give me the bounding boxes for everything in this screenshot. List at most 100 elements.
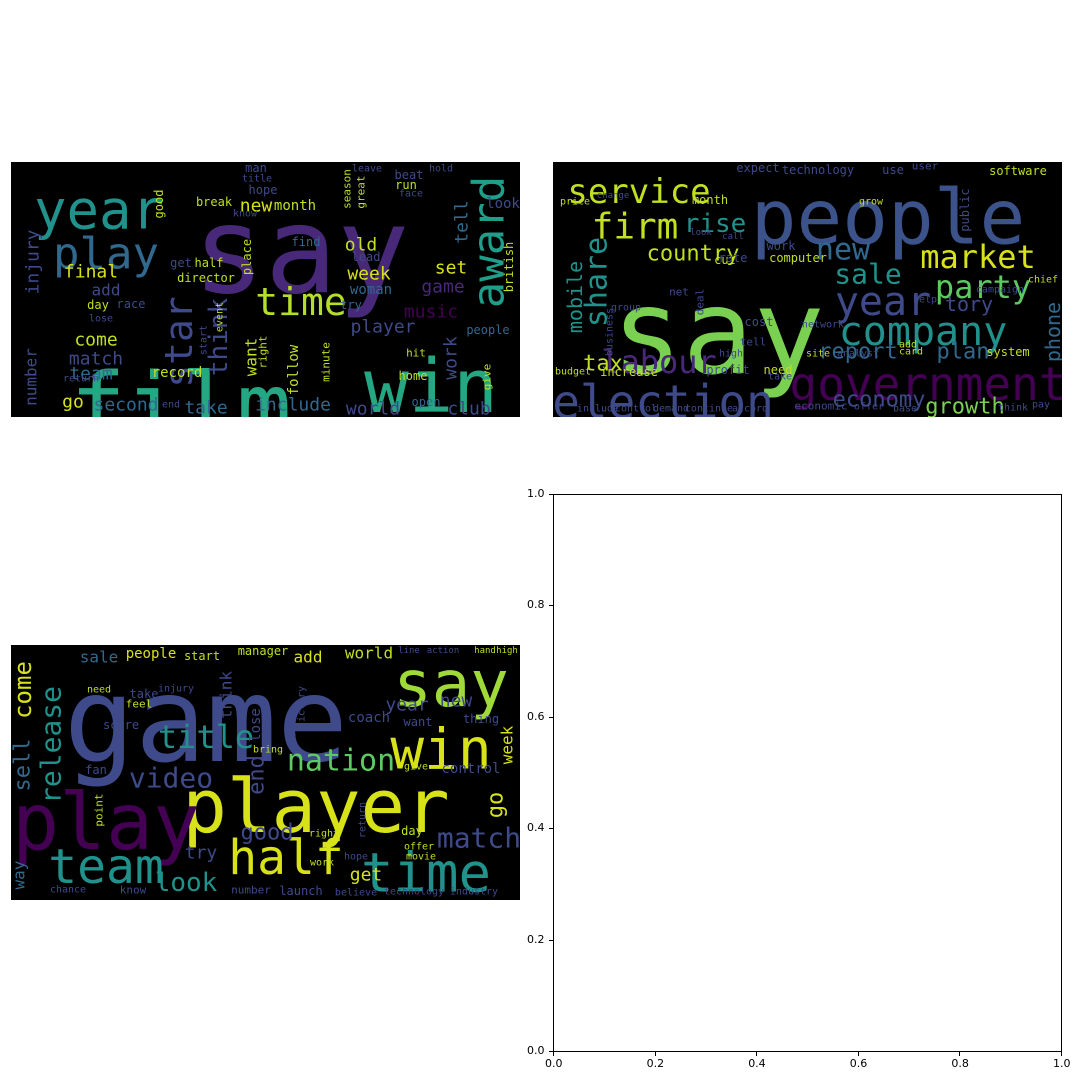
word-cost: cost bbox=[745, 315, 774, 329]
word-phone: phone bbox=[1041, 302, 1062, 362]
word-injury: injury bbox=[23, 229, 44, 294]
x-tick-label: 0.2 bbox=[646, 1057, 665, 1070]
word-score: score bbox=[103, 718, 139, 732]
y-tick-label: 0.2 bbox=[527, 932, 545, 946]
word-people: people bbox=[126, 646, 177, 662]
word-play: play bbox=[53, 229, 159, 280]
word-tory: tory bbox=[945, 292, 993, 316]
word-election: election bbox=[553, 375, 774, 417]
y-tick-mark bbox=[549, 828, 553, 830]
word-take: take bbox=[130, 687, 159, 701]
y-tick-label: 0.6 bbox=[527, 709, 545, 723]
word-people: people bbox=[751, 173, 1026, 262]
word-growth: growth bbox=[925, 395, 1004, 418]
word-want: want bbox=[242, 338, 261, 377]
word-accord: accord bbox=[732, 404, 768, 415]
x-tick-mark bbox=[553, 1052, 554, 1056]
word-match: match bbox=[437, 822, 520, 855]
word-group: group bbox=[611, 303, 641, 314]
word-continue: continue bbox=[685, 404, 733, 415]
word-sale: sale bbox=[80, 648, 119, 667]
wordcloud-panel-3: game player play say win time half team title nat… bbox=[11, 645, 520, 900]
word-home: home bbox=[399, 369, 428, 383]
word-add: add bbox=[294, 648, 323, 667]
word-beat: beat bbox=[395, 168, 424, 182]
word-demand: demand bbox=[653, 404, 689, 415]
word-budget: budget bbox=[555, 367, 591, 378]
word-offer: offer bbox=[854, 402, 884, 413]
x-tick-label: 0.4 bbox=[748, 1057, 766, 1070]
word-system: system bbox=[986, 345, 1029, 359]
word-help: help bbox=[913, 295, 937, 306]
word-way: way bbox=[11, 860, 29, 889]
word-week: week bbox=[347, 264, 391, 285]
word-use: use bbox=[882, 163, 904, 177]
word-look: look bbox=[155, 868, 218, 898]
word-player: player bbox=[350, 317, 415, 338]
word-technology: technology bbox=[782, 163, 854, 177]
word-take: take bbox=[184, 398, 227, 418]
word-month: month bbox=[692, 193, 728, 207]
word-nation: nation bbox=[287, 744, 395, 779]
word-price: price bbox=[560, 197, 590, 208]
word-half: half bbox=[195, 256, 224, 270]
word-old: old bbox=[345, 235, 378, 256]
y-tick-label: 1.0 bbox=[527, 487, 545, 500]
word-coach: coach bbox=[348, 710, 390, 726]
word-return: return bbox=[63, 374, 99, 385]
word-right: right bbox=[309, 829, 339, 840]
word-high: high bbox=[496, 646, 518, 656]
word-end: end bbox=[245, 755, 270, 795]
word-call: call bbox=[722, 232, 744, 242]
word-need: need bbox=[764, 363, 793, 377]
word-month: month bbox=[274, 198, 316, 214]
word-race: race bbox=[117, 297, 146, 311]
word-number: number bbox=[231, 884, 271, 897]
word-start: start bbox=[184, 649, 220, 663]
word-user: user bbox=[912, 162, 939, 173]
word-team: team bbox=[69, 364, 112, 385]
word-tell: tell bbox=[740, 336, 767, 349]
word-think: think bbox=[998, 403, 1028, 414]
word-injury: injury bbox=[158, 684, 194, 695]
word-get: get bbox=[350, 865, 383, 886]
word-give: give bbox=[481, 364, 494, 391]
word-come: come bbox=[11, 661, 37, 719]
word-game: game bbox=[64, 651, 348, 789]
y-tick-mark bbox=[549, 605, 553, 607]
word-work: work bbox=[767, 239, 797, 253]
wordcloud-1-svg: say film win year award play star time think fina… bbox=[22, 162, 521, 418]
word-work: work bbox=[310, 858, 334, 869]
word-lead: lead bbox=[352, 250, 381, 264]
word-expect: expect bbox=[736, 162, 779, 175]
word-good: good bbox=[241, 821, 294, 846]
y-tick-mark bbox=[549, 494, 553, 495]
word-point: point bbox=[93, 793, 106, 826]
word-say: say bbox=[193, 183, 410, 322]
word-fan: fan bbox=[85, 763, 107, 777]
x-tick-label: 0.6 bbox=[849, 1057, 868, 1070]
word-follow: follow bbox=[286, 344, 302, 395]
word-try: try bbox=[185, 843, 218, 864]
word-take: take bbox=[768, 372, 792, 383]
word-look: look bbox=[486, 196, 520, 212]
word-world: world bbox=[346, 399, 400, 418]
word-manager: manager bbox=[238, 645, 289, 658]
word-company: company bbox=[839, 309, 1008, 355]
y-tick-label: 0.0 bbox=[527, 1044, 545, 1057]
word-site: site bbox=[806, 349, 830, 360]
word-high: high bbox=[719, 349, 743, 360]
word-year: year bbox=[385, 695, 429, 716]
word-government: government bbox=[790, 357, 1062, 411]
x-tick-label: 1.0 bbox=[1053, 1057, 1071, 1070]
word-network: network bbox=[802, 320, 844, 331]
word-play: play bbox=[12, 778, 200, 868]
word-public: public bbox=[958, 188, 972, 231]
word-grow: grow bbox=[859, 197, 884, 208]
word-go: go bbox=[484, 792, 509, 819]
word-day: day bbox=[87, 298, 109, 312]
word-leave: leave bbox=[352, 164, 382, 175]
y-tick-label: 0.8 bbox=[527, 598, 545, 612]
word-hope: hope bbox=[249, 183, 278, 197]
